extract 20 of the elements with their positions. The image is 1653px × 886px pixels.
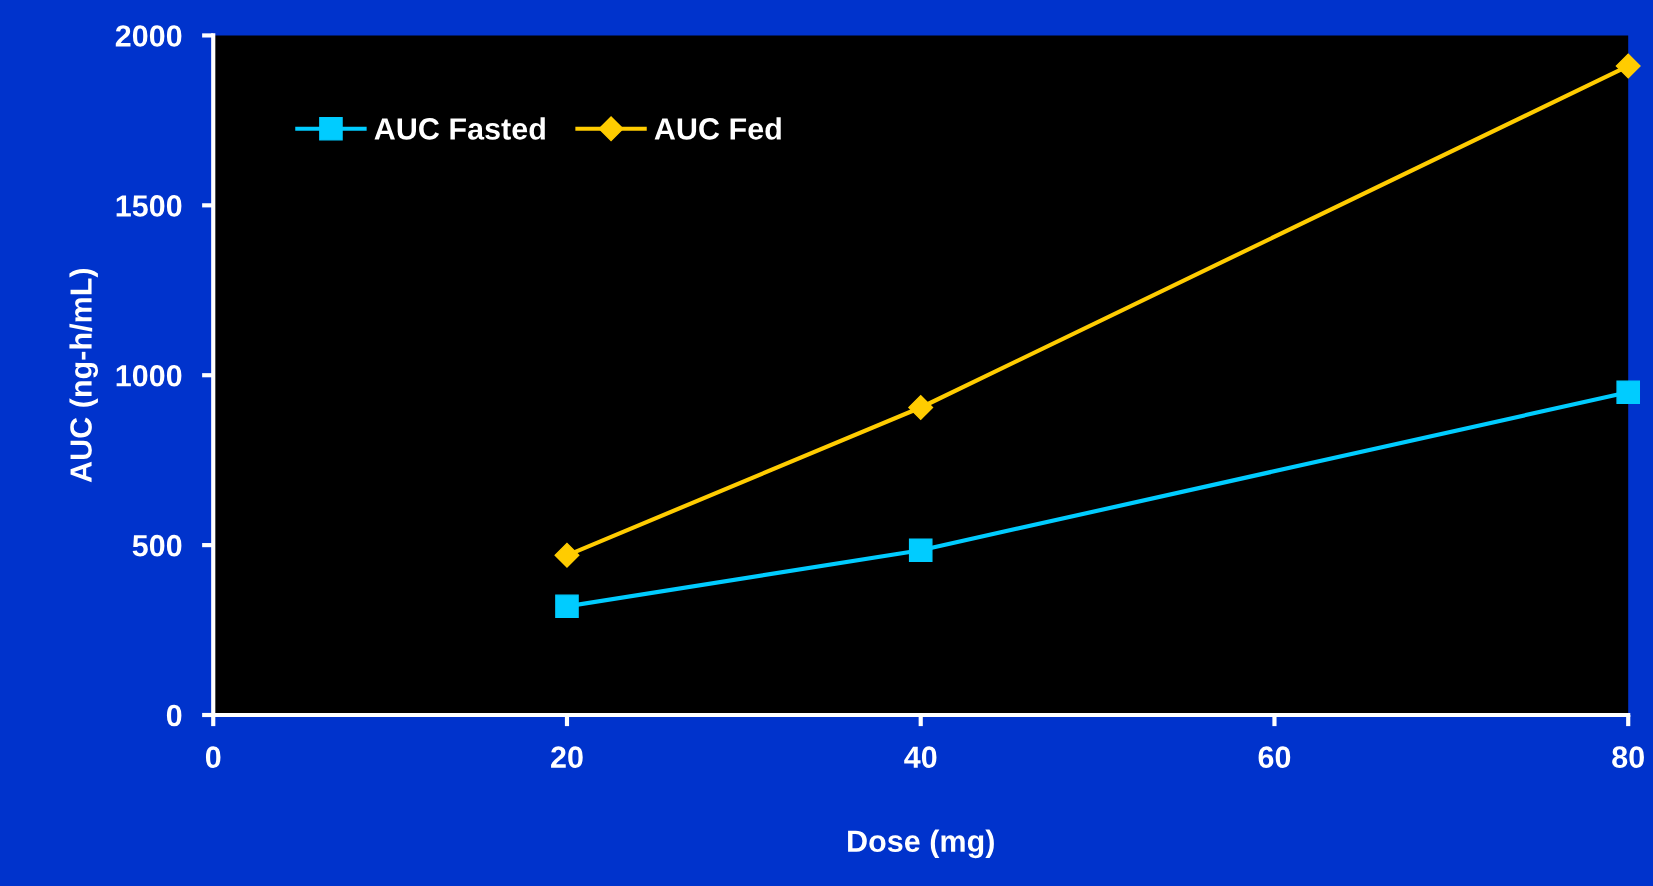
x-tick-label: 40 [904,746,937,768]
y-tick-label: 500 [132,534,182,557]
x-tick-label: 20 [551,746,583,768]
x-tick-label: 0 [205,746,221,768]
point [1615,53,1641,79]
y-tick-label: 1500 [116,195,182,217]
x-axis-title: Dose (mg) [848,829,994,859]
legend-label: AUC Fasted [374,117,545,140]
x-tick-label: 80 [1612,746,1644,768]
point [1616,380,1641,405]
y-axis-title: AUC (ng-h/mL) [69,268,99,483]
point [908,538,933,563]
legend-label: AUC Fed [654,117,781,140]
y-tick-label: 2000 [115,25,182,47]
point [555,594,579,619]
y-tick-label: 0 [166,704,182,727]
point [908,395,934,420]
x-tick-label: 60 [1258,746,1291,768]
y-tick-label: 1000 [116,364,182,387]
point [554,542,580,568]
